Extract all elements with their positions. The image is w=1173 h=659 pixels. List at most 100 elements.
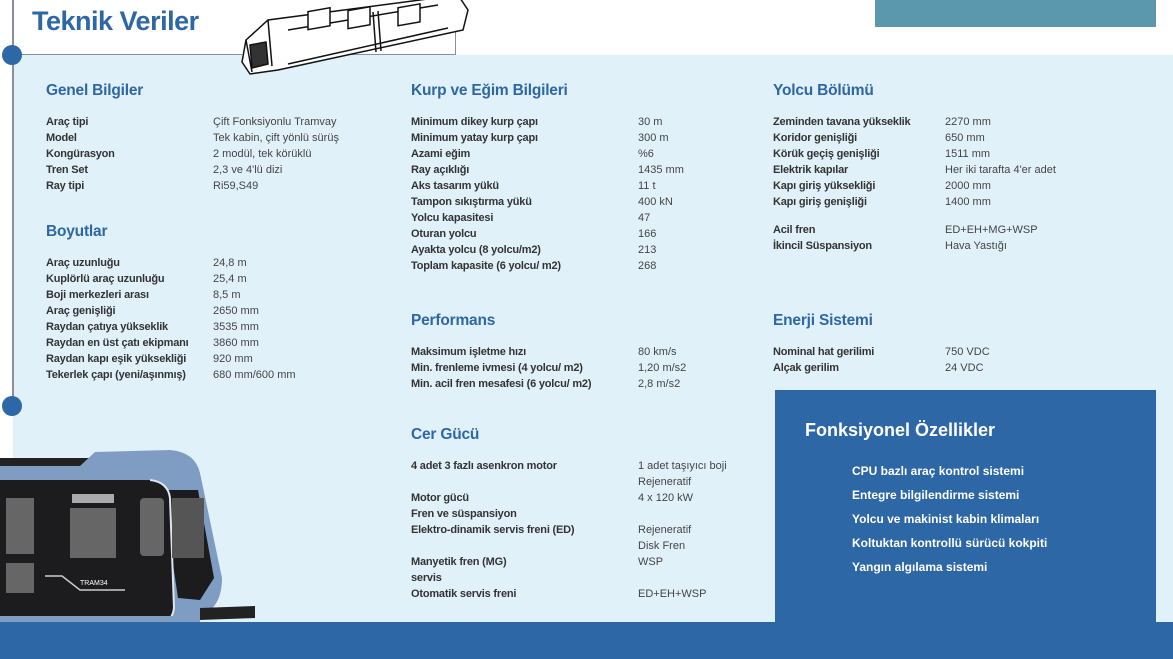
spec-label: Min. acil fren mesafesi (6 yolcu/ m2): [411, 378, 592, 390]
spec-value: 268: [638, 260, 657, 272]
spec-value: ED+EH+WSP: [638, 588, 707, 600]
spec-value: 650 mm: [945, 132, 985, 144]
section-heading: Yolcu Bölümü: [773, 82, 874, 99]
spec-label: Alçak gerilim: [773, 362, 839, 374]
spec-value: 11 t: [638, 180, 656, 192]
spec-row: Tren Set 2,3 ve 4'lü dizi: [46, 162, 339, 178]
spec-row: Min. acil fren mesafesi (6 yolcu/ m2) 2,8…: [411, 376, 686, 392]
spec-label: [411, 474, 638, 490]
spec-row: Maksimum işletme hızı 80 km/s: [411, 344, 686, 360]
teal-header-block: [875, 0, 1156, 27]
feature-item: Entegre bilgilendirme sistemi: [852, 488, 1020, 502]
spec-label: Acil fren: [773, 224, 816, 236]
divider: [322, 54, 456, 55]
spec-row: Tekerlek çapı (yeni/aşınmış) 680 mm/600 m…: [46, 367, 296, 383]
spec-label: Raydan en üst çatı ekipmanı: [46, 337, 189, 349]
spec-row: Koridor genişliği 650 mm: [773, 130, 1056, 146]
spec-label: Kongürasyon: [46, 148, 115, 160]
section-yolcu-bolumu: Yolcu Bölümü Zeminden tavana yükseklik 227…: [773, 82, 1056, 254]
spec-label: Oturan yolcu: [411, 228, 477, 240]
spec-row: Ray tipi Ri59,S49: [46, 178, 339, 194]
spec-row: Azami eğim %6: [411, 146, 684, 162]
spec-row: Araç tipi Çift Fonksiyonlu Tramvay: [46, 114, 339, 130]
spec-label: İkincil Süspansiyon: [773, 240, 872, 252]
spec-value: 680 mm/600 mm: [213, 369, 296, 381]
spec-row: Raydan en üst çatı ekipmanı 3860 mm: [46, 335, 296, 351]
spec-label: Kuplörlü araç uzunluğu: [46, 273, 165, 285]
section-heading: Enerji Sistemi: [773, 312, 873, 329]
spec-label: Zeminden tavana yükseklik: [773, 116, 911, 128]
spec-value: Ri59,S49: [213, 180, 259, 192]
spec-value: 2 modül, tek körüklü: [213, 148, 312, 160]
spec-label: 4 adet 3 fazlı asenkron motor: [411, 460, 557, 472]
spec-label: [411, 538, 638, 554]
spec-row: Min. frenleme ivmesi (4 yolcu/ m2) 1,20 m…: [411, 360, 686, 376]
spec-value: 1400 mm: [945, 196, 991, 208]
spec-row: Alçak gerilim 24 VDC: [773, 360, 990, 376]
spec-row: Kuplörlü araç uzunluğu 25,4 m: [46, 271, 296, 287]
section-kurp: Kurp ve Eğim Bilgileri Minimum dikey kurp…: [411, 82, 684, 274]
spec-row: Raydan kapı eşik yüksekliği 920 mm: [46, 351, 296, 367]
spec-row: Elektro-dinamik servis freni (ED) Rejener…: [411, 522, 727, 538]
spec-row: Kongürasyon 2 modül, tek körüklü: [46, 146, 339, 162]
spec-row: Rejeneratif: [411, 474, 727, 490]
spec-row: Boji merkezleri arası 8,5 m: [46, 287, 296, 303]
spec-row: Ayakta yolcu (8 yolcu/m2) 213: [411, 242, 684, 258]
spec-value: 4 x 120 kW: [638, 492, 694, 504]
spec-value: 25,4 m: [213, 273, 247, 285]
spec-row: Kapı giriş yüksekliği 2000 mm: [773, 178, 1056, 194]
spec-value: 1435 mm: [638, 164, 684, 176]
spec-label: Aks tasarım yükü: [411, 180, 499, 192]
spec-row: Ray açıklığı 1435 mm: [411, 162, 684, 178]
section-heading: Boyutlar: [46, 223, 108, 240]
spec-row: Aks tasarım yükü 11 t: [411, 178, 684, 194]
spec-label: Tren Set: [46, 164, 88, 176]
spec-value: 2270 mm: [945, 116, 991, 128]
section-boyutlar: Boyutlar Araç uzunluğu 24,8 m Kuplörlü araç…: [46, 223, 296, 383]
spec-row: Otomatik servis freni ED+EH+WSP: [411, 586, 727, 602]
page-title: Teknik Veriler: [32, 6, 199, 36]
feature-item: Yangın algılama sistemi: [852, 560, 988, 574]
spec-row: Motor gücü 4 x 120 kW: [411, 490, 727, 506]
spec-row: Oturan yolcu 166: [411, 226, 684, 242]
spec-value: 80 km/s: [638, 346, 677, 358]
spec-value: 2000 mm: [945, 180, 991, 192]
spec-row: Acil fren ED+EH+MG+WSP: [773, 222, 1056, 238]
spec-value: %6: [638, 148, 654, 160]
spec-label: Tekerlek çapı (yeni/aşınmış): [46, 369, 186, 381]
spec-row: Minimum yatay kurp çapı 300 m: [411, 130, 684, 146]
section-cer-gucu: Cer Gücü 4 adet 3 fazlı asenkron motor 1 a…: [411, 426, 727, 602]
spec-value: 2,3 ve 4'lü dizi: [213, 164, 283, 176]
section-heading: Kurp ve Eğim Bilgileri: [411, 82, 568, 99]
spec-label: Model: [46, 132, 77, 144]
spec-row: Toplam kapasite (6 yolcu/ m2) 268: [411, 258, 684, 274]
spec-value: ED+EH+MG+WSP: [945, 224, 1038, 236]
spec-row: Araç uzunluğu 24,8 m: [46, 255, 296, 271]
functional-features-list: CPU bazlı araç kontrol sistemi Entegre bi…: [852, 464, 1047, 584]
spec-row: İkincil Süspansiyon Hava Yastığı: [773, 238, 1056, 254]
spec-row: Nominal hat gerilimi 750 VDC: [773, 344, 990, 360]
spec-row: 4 adet 3 fazlı asenkron motor 1 adet taşı…: [411, 458, 727, 474]
spec-row: Tampon sıkıştırma yükü 400 kN: [411, 194, 684, 210]
section-performans: Performans Maksimum işletme hızı 80 km/s Mi…: [411, 312, 686, 392]
spec-value: 1,20 m/s2: [638, 362, 687, 374]
divider: [455, 20, 456, 55]
spec-value: WSP: [638, 556, 664, 568]
section-enerji: Enerji Sistemi Nominal hat gerilimi 750 VD…: [773, 312, 990, 376]
spec-label: Körük geçiş genişliği: [773, 148, 880, 160]
spec-row: Model Tek kabin, çift yönlü sürüş: [46, 130, 339, 146]
spec-value: 300 m: [638, 132, 669, 144]
spec-row: Manyetik fren (MG) WSP: [411, 554, 727, 570]
spec-value: Çift Fonksiyonlu Tramvay: [213, 116, 337, 128]
footer-band: [0, 622, 1173, 659]
spec-label: Raydan kapı eşik yüksekliği: [46, 353, 187, 365]
spec-value: 3535 mm: [213, 321, 259, 333]
spec-label: Kapı giriş genişliği: [773, 196, 867, 208]
spec-label: servis: [411, 572, 442, 584]
spec-value: Disk Fren: [638, 540, 686, 552]
spec-label: Yolcu kapasitesi: [411, 212, 494, 224]
spec-label: Motor gücü: [411, 492, 469, 504]
spec-label: Azami eğim: [411, 148, 471, 160]
spec-row: Araç genişliği 2650 mm: [46, 303, 296, 319]
spec-label: Tampon sıkıştırma yükü: [411, 196, 532, 208]
